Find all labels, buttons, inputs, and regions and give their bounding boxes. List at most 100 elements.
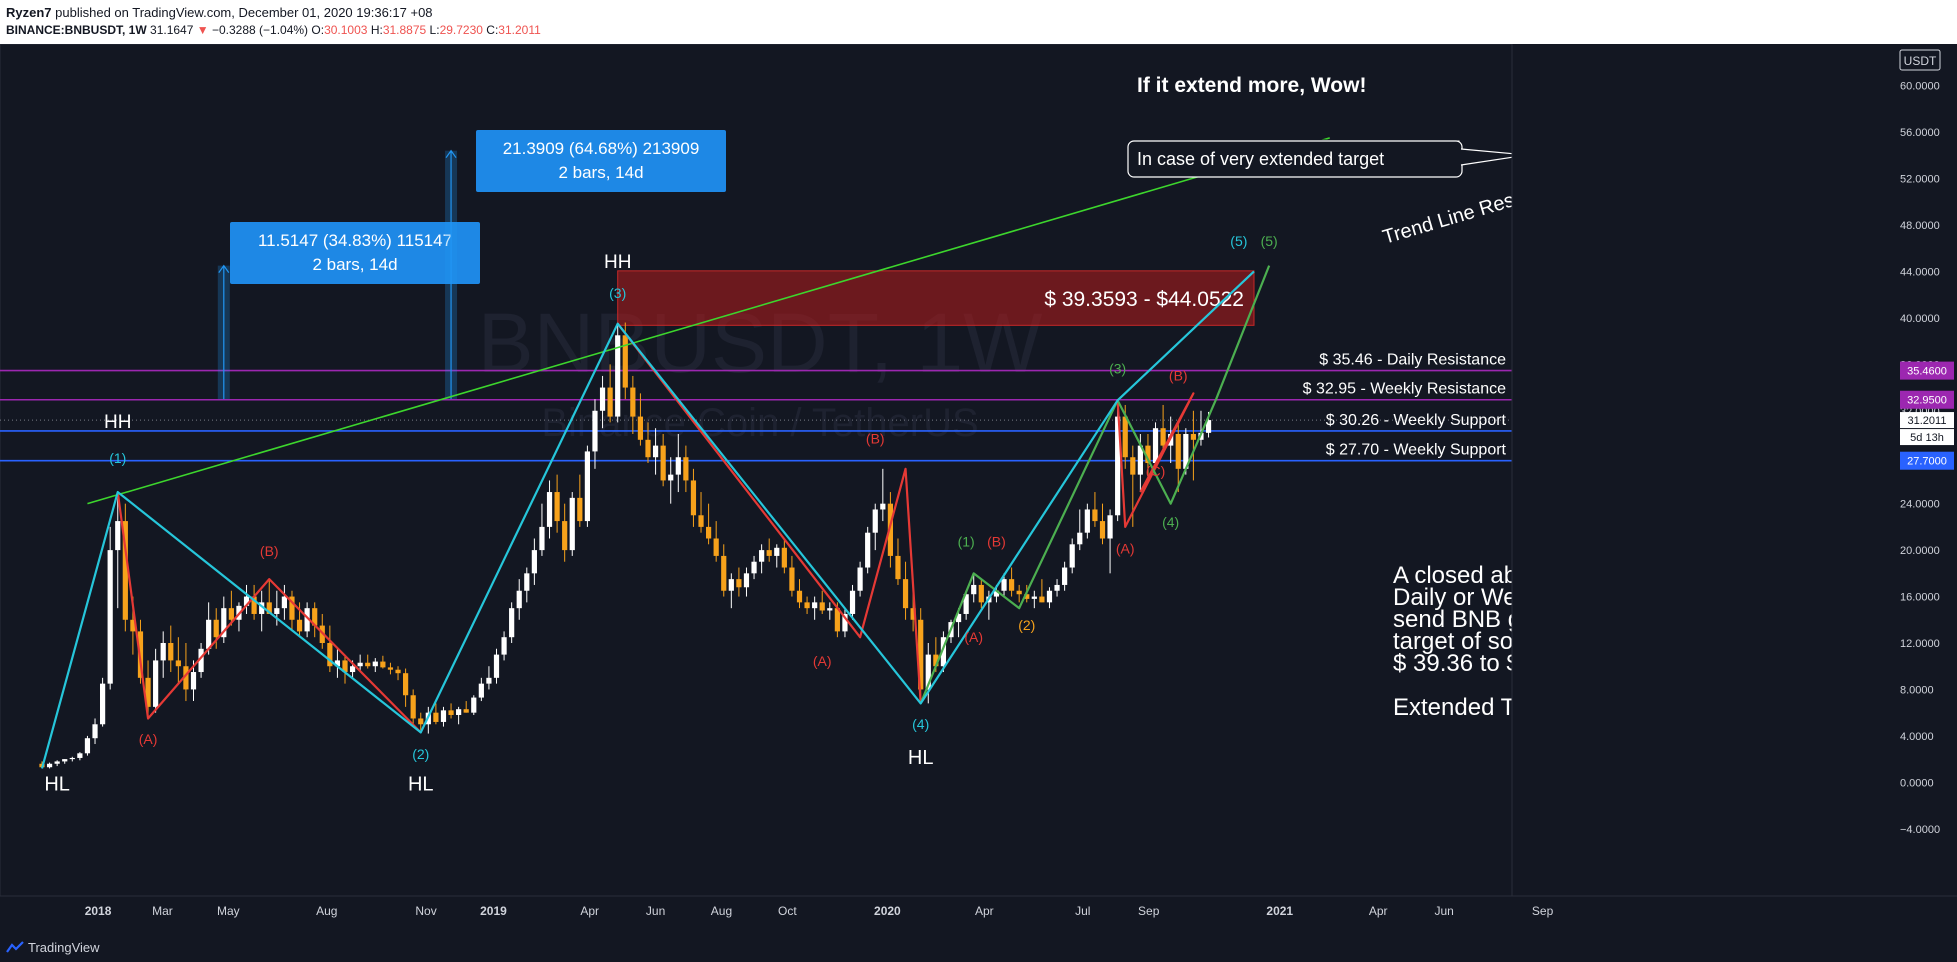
candle[interactable]: [592, 410, 598, 452]
candle[interactable]: [827, 608, 833, 611]
candle[interactable]: [1031, 596, 1037, 599]
publisher-name[interactable]: Ryzen7: [6, 5, 52, 20]
candle[interactable]: [1107, 515, 1113, 539]
candle[interactable]: [706, 526, 712, 539]
candle[interactable]: [312, 608, 318, 626]
candle[interactable]: [615, 335, 621, 417]
trend-line[interactable]: [87, 137, 1330, 505]
candle[interactable]: [539, 526, 545, 551]
candle[interactable]: [456, 709, 462, 715]
candle[interactable]: [645, 439, 651, 458]
candle[interactable]: [698, 515, 704, 527]
candle[interactable]: [796, 590, 803, 603]
candle[interactable]: [198, 648, 204, 673]
candle[interactable]: [1092, 509, 1098, 522]
candle[interactable]: [887, 503, 893, 556]
candle[interactable]: [387, 667, 394, 670]
candle[interactable]: [781, 547, 787, 568]
candle[interactable]: [1024, 594, 1030, 599]
candle[interactable]: [84, 738, 91, 754]
candle[interactable]: [652, 445, 659, 458]
candle[interactable]: [804, 602, 810, 609]
candle[interactable]: [175, 660, 181, 667]
candle[interactable]: [1069, 544, 1075, 568]
candle[interactable]: [349, 666, 356, 673]
candle[interactable]: [100, 683, 106, 725]
candle[interactable]: [190, 672, 197, 690]
candle[interactable]: [736, 579, 742, 588]
candle[interactable]: [774, 547, 780, 556]
wave-cyan[interactable]: [40, 270, 1255, 769]
candle[interactable]: [933, 654, 939, 667]
candle[interactable]: [637, 416, 644, 440]
candle[interactable]: [357, 662, 363, 667]
candle[interactable]: [955, 613, 962, 623]
candle[interactable]: [403, 673, 409, 696]
candle[interactable]: [630, 387, 636, 417]
candle[interactable]: [342, 660, 348, 673]
candle[interactable]: [478, 683, 484, 698]
candle[interactable]: [145, 677, 151, 707]
candle[interactable]: [54, 761, 60, 764]
candle[interactable]: [918, 619, 924, 690]
candle[interactable]: [834, 608, 840, 632]
candle[interactable]: [675, 457, 681, 475]
candle[interactable]: [524, 573, 530, 591]
candle[interactable]: [463, 709, 469, 713]
target-zone[interactable]: [617, 270, 1255, 326]
candle[interactable]: [1205, 420, 1212, 433]
candle[interactable]: [599, 387, 606, 411]
candle[interactable]: [77, 753, 83, 758]
measure-box[interactable]: 11.5147 (34.83%) 115147 2 bars, 14d: [230, 222, 480, 284]
candle[interactable]: [721, 555, 727, 591]
candle[interactable]: [902, 579, 909, 609]
candle[interactable]: [410, 695, 416, 719]
candle[interactable]: [516, 590, 522, 609]
candle[interactable]: [743, 573, 750, 588]
tradingview-logo[interactable]: TradingView: [6, 940, 100, 955]
candle[interactable]: [1016, 590, 1022, 595]
candle[interactable]: [812, 602, 818, 609]
candle[interactable]: [993, 590, 1000, 597]
candle[interactable]: [531, 550, 537, 574]
wave-green-2[interactable]: [919, 399, 1119, 704]
candle[interactable]: [433, 712, 439, 722]
wave-red-1[interactable]: [116, 491, 422, 734]
candle[interactable]: [289, 596, 295, 620]
candle[interactable]: [971, 584, 977, 595]
candle[interactable]: [1054, 584, 1060, 591]
candle[interactable]: [486, 677, 492, 684]
candle[interactable]: [562, 521, 568, 551]
candle[interactable]: [153, 660, 159, 707]
candle[interactable]: [1046, 590, 1053, 603]
candle[interactable]: [471, 697, 477, 713]
candle[interactable]: [880, 503, 886, 510]
candle[interactable]: [304, 608, 310, 632]
candle[interactable]: [380, 661, 386, 668]
candle[interactable]: [168, 643, 174, 661]
candle[interactable]: [259, 602, 265, 614]
candle[interactable]: [501, 637, 507, 655]
candle[interactable]: [221, 608, 227, 638]
candle[interactable]: [365, 662, 371, 667]
candle[interactable]: [622, 335, 628, 388]
candle[interactable]: [1190, 434, 1196, 440]
candle[interactable]: [690, 480, 697, 516]
candle[interactable]: [1062, 567, 1068, 585]
candle[interactable]: [1137, 445, 1143, 475]
candle[interactable]: [1145, 445, 1151, 464]
candle[interactable]: [493, 654, 500, 678]
candle[interactable]: [895, 555, 901, 580]
candle[interactable]: [1099, 521, 1106, 539]
candle[interactable]: [62, 759, 68, 762]
wave-red-3[interactable]: [1116, 392, 1195, 528]
candle[interactable]: [115, 521, 121, 551]
candle[interactable]: [327, 643, 333, 667]
candle[interactable]: [607, 387, 613, 417]
candle[interactable]: [160, 643, 166, 661]
candle[interactable]: [107, 550, 113, 684]
candle[interactable]: [660, 445, 666, 481]
candle[interactable]: [206, 619, 212, 649]
candle[interactable]: [266, 602, 272, 614]
candle[interactable]: [842, 613, 848, 632]
